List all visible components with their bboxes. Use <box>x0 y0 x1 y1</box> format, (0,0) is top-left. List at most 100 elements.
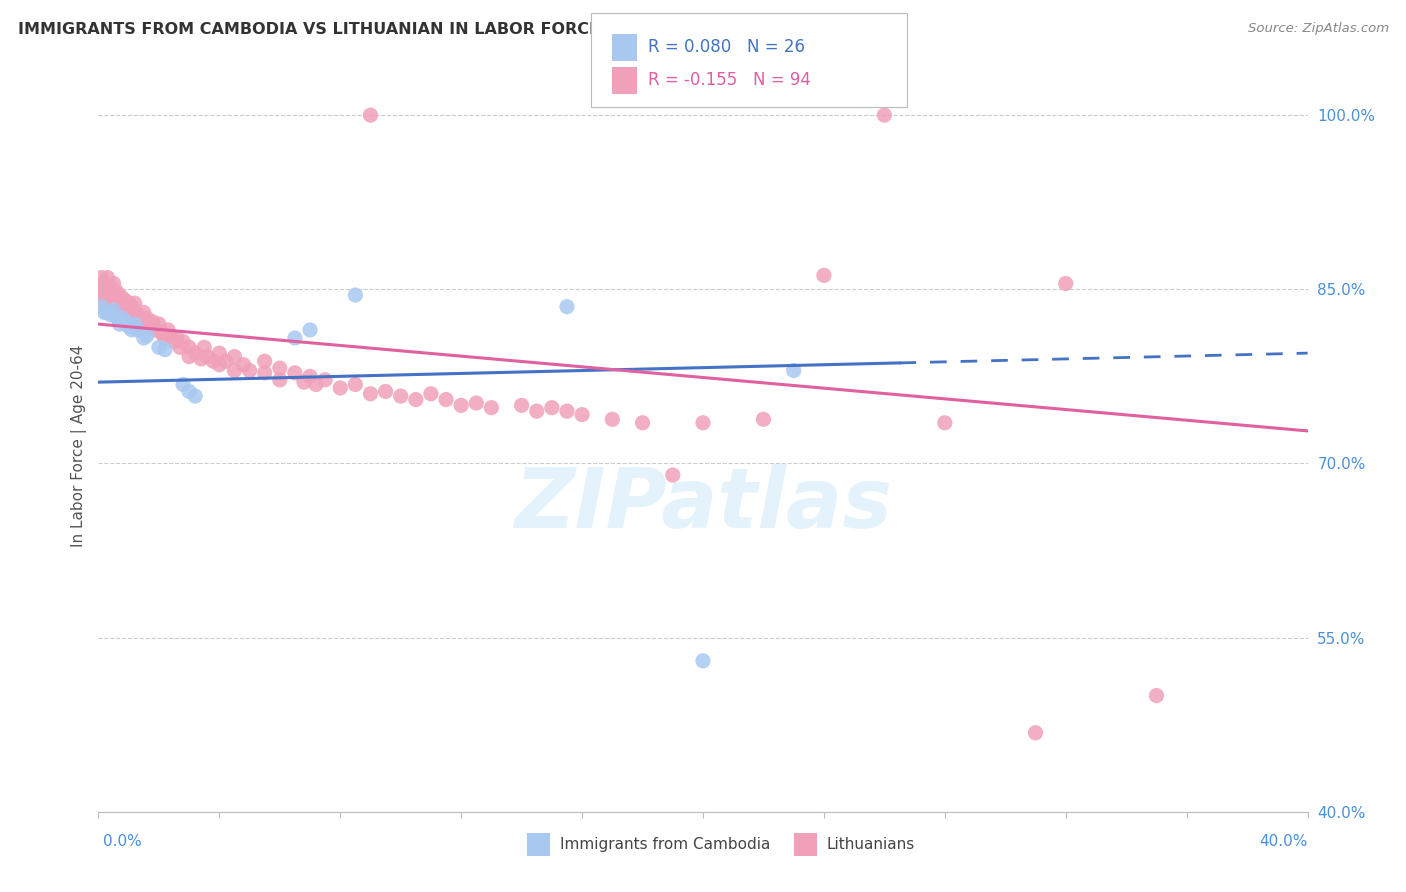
Point <box>662 468 685 483</box>
Point <box>108 296 131 310</box>
Point <box>526 404 548 418</box>
Point <box>148 340 170 354</box>
Point <box>344 288 367 302</box>
Point <box>153 331 176 345</box>
Point <box>208 346 231 360</box>
Point <box>232 358 254 372</box>
Point <box>90 270 112 285</box>
Point <box>555 404 578 418</box>
Point <box>292 375 315 389</box>
Point <box>153 343 176 357</box>
Point <box>105 310 128 325</box>
Point <box>1024 725 1046 739</box>
Point <box>184 346 207 360</box>
Point <box>269 373 291 387</box>
Point <box>96 282 118 296</box>
Point <box>111 311 134 326</box>
Point <box>132 305 155 319</box>
Text: 0.0%: 0.0% <box>103 834 142 848</box>
Text: ZIPatlas: ZIPatlas <box>515 464 891 545</box>
Point <box>118 305 141 319</box>
Point <box>108 317 131 331</box>
Point <box>96 292 118 306</box>
Point <box>179 340 201 354</box>
Text: IMMIGRANTS FROM CAMBODIA VS LITHUANIAN IN LABOR FORCE | AGE 20-64 CORRELATION CH: IMMIGRANTS FROM CAMBODIA VS LITHUANIAN I… <box>18 22 908 38</box>
Point <box>124 317 146 331</box>
Point <box>127 323 149 337</box>
Point <box>100 280 122 294</box>
Point <box>873 108 896 122</box>
Point <box>540 401 562 415</box>
Point <box>114 293 136 308</box>
Point <box>132 331 155 345</box>
Point <box>105 300 128 314</box>
Point <box>148 317 170 331</box>
Point <box>118 296 141 310</box>
Text: R = -0.155   N = 94: R = -0.155 N = 94 <box>648 71 811 89</box>
Point <box>269 361 291 376</box>
Point <box>100 296 122 310</box>
Point <box>752 412 775 426</box>
Point <box>103 292 125 306</box>
Point <box>692 654 714 668</box>
Text: Source: ZipAtlas.com: Source: ZipAtlas.com <box>1249 22 1389 36</box>
Point <box>124 296 146 310</box>
Point <box>172 334 194 349</box>
Point <box>114 315 136 329</box>
Point <box>114 300 136 314</box>
Point <box>631 416 654 430</box>
Point <box>93 293 115 308</box>
Point <box>510 398 533 412</box>
Point <box>692 416 714 430</box>
Point <box>420 386 443 401</box>
Y-axis label: In Labor Force | Age 20-64: In Labor Force | Age 20-64 <box>72 345 87 547</box>
Point <box>179 384 201 399</box>
Point <box>100 308 122 322</box>
Point <box>145 323 167 337</box>
Point <box>305 377 328 392</box>
Point <box>184 389 207 403</box>
Point <box>135 311 157 326</box>
Point <box>142 315 165 329</box>
Point <box>96 270 118 285</box>
Point <box>571 408 593 422</box>
Point <box>121 300 143 314</box>
Point <box>783 363 806 377</box>
Point <box>90 300 112 314</box>
Point <box>108 288 131 302</box>
Point <box>118 319 141 334</box>
Point <box>105 285 128 299</box>
Point <box>1144 689 1167 703</box>
Point <box>105 293 128 308</box>
Point <box>208 358 231 372</box>
Point <box>93 277 115 291</box>
Point <box>299 323 322 337</box>
Point <box>253 366 276 380</box>
Point <box>156 323 179 337</box>
Point <box>602 412 624 426</box>
Point <box>202 354 225 368</box>
Point <box>813 268 835 283</box>
Point <box>124 303 146 318</box>
Point <box>555 300 578 314</box>
Point <box>139 319 162 334</box>
Point <box>239 363 262 377</box>
Point <box>190 351 212 366</box>
Point <box>329 381 352 395</box>
Point <box>934 416 956 430</box>
Text: 40.0%: 40.0% <box>1260 834 1308 848</box>
Point <box>193 340 215 354</box>
Point <box>179 350 201 364</box>
Point <box>93 285 115 299</box>
Point <box>195 350 218 364</box>
Point <box>127 308 149 322</box>
Point <box>360 386 382 401</box>
Point <box>172 377 194 392</box>
Point <box>100 288 122 302</box>
Point <box>360 108 382 122</box>
Point <box>160 328 183 343</box>
Point <box>214 354 236 368</box>
Point <box>224 350 246 364</box>
Point <box>284 366 307 380</box>
Point <box>103 296 125 310</box>
